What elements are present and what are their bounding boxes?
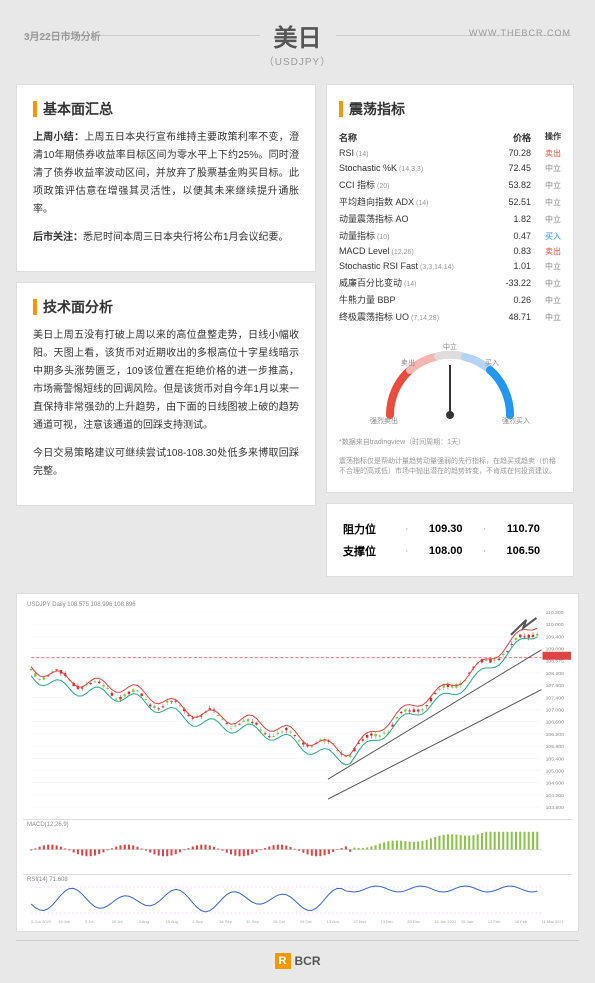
para2-text: 悉尼时间本周三日本央行将公布1月会议纪要。 (83, 232, 289, 243)
fundamental-card: 基本面汇总 上周小结：上周五日本央行宣布维持主要政策利率不变，澄清10年期债券收… (16, 84, 316, 272)
rsi-label: RSI(14) 71.608 (27, 877, 68, 883)
indicator-row: CCI 指标(20)53.82中立 (339, 176, 561, 193)
indicator-row: Stochastic RSI Fast(3,3,14,14)1.01中立 (339, 259, 561, 274)
svg-text:3 Jul: 3 Jul (85, 919, 94, 924)
technical-title: 技术面分析 (43, 297, 113, 317)
svg-text:103.800: 103.800 (546, 805, 565, 811)
col-action: 操作 (531, 131, 561, 144)
gauge-sell-label: 卖出 (401, 358, 415, 367)
svg-text:107.000: 107.000 (546, 707, 565, 713)
header: 3月22日市场分析 美日 （USDJPY） WWW.THEBCR.COM (0, 0, 595, 76)
resist-label: 阻力位 (343, 521, 395, 537)
page-root: 3月22日市场分析 美日 （USDJPY） WWW.THEBCR.COM 基本面… (0, 0, 595, 983)
macd-label: MACD(12,26,9) (27, 822, 69, 828)
svg-text:105.000: 105.000 (546, 768, 565, 774)
tech-para2: 今日交易策略建议可继续尝试108-108.30处低多来博取回踩完整。 (33, 445, 299, 481)
oscillators-title: 震荡指标 (349, 99, 405, 119)
col-price: 价格 (489, 131, 531, 144)
s1: 108.00 (419, 545, 473, 557)
gauge-buy-label: 买入 (485, 359, 499, 367)
indicator-row: 终极震荡指标 UO(7,14,28)48.71中立 (339, 308, 561, 325)
para2-label: 后市关注： (33, 232, 83, 243)
svg-text:107.800: 107.800 (546, 683, 565, 689)
r2: 110.70 (496, 523, 550, 535)
svg-text:105.800: 105.800 (546, 744, 565, 750)
svg-text:26 Feb: 26 Feb (515, 919, 528, 924)
svg-text:107.400: 107.400 (546, 695, 565, 701)
svg-text:15 Oct: 15 Oct (273, 919, 286, 924)
sr-card: 阻力位 · 109.30 · 110.70 支撑位 · 108.00 · 106… (326, 503, 574, 577)
svg-text:108.200: 108.200 (546, 670, 565, 676)
indicator-row: 动量指标(10)0.47买入 (339, 227, 561, 244)
gauge-neutral-label: 中立 (443, 342, 457, 351)
website-url: WWW.THEBCR.COM (469, 28, 571, 38)
technical-card: 技术面分析 美日上周五没有打破上周以来的高位盘整走势，日线小幅收阳。天图上看，该… (16, 282, 316, 506)
main-chart-label: USDJPY Daily 108.575 108.996 108.896 (27, 602, 136, 608)
para1-label: 上周小结： (33, 132, 84, 143)
svg-text:109.000: 109.000 (546, 646, 565, 652)
svg-text:1 Sep: 1 Sep (192, 919, 203, 924)
svg-text:13 Jan 2021: 13 Jan 2021 (434, 919, 457, 924)
gauge-note1: *数据来自tradingview（时间周期：1天） (339, 438, 561, 449)
indicator-row: 平均趋向指数 ADX(14)52.51中立 (339, 193, 561, 210)
oscillators-card: 震荡指标 名称 价格 操作 RSI(14)70.28卖出Stochastic %… (326, 84, 574, 493)
rsi-chart: RSI(14) 71.608 5 Jun 2020 19 Jun 3 Jul 20 J… (23, 875, 572, 925)
svg-text:16 Sep: 16 Sep (219, 919, 233, 924)
content-columns: 基本面汇总 上周小结：上周五日本央行宣布维持主要政策利率不变，澄清10年期债券收… (0, 76, 595, 585)
orange-bar-icon (33, 299, 37, 315)
svg-text:19 Jun: 19 Jun (58, 919, 70, 924)
svg-text:29 Oct: 29 Oct (300, 919, 313, 924)
indicator-row: 动量震荡指标 AO1.82中立 (339, 210, 561, 227)
svg-text:29 Dec: 29 Dec (407, 919, 420, 924)
svg-text:105.400: 105.400 (546, 756, 565, 762)
svg-text:3 Aug: 3 Aug (139, 919, 149, 924)
svg-text:109.400: 109.400 (546, 634, 565, 640)
svg-text:110.200: 110.200 (546, 609, 564, 615)
svg-text:20 Jul: 20 Jul (112, 919, 123, 924)
indicator-row: RSI(14)70.28卖出 (339, 146, 561, 161)
instrument-title: 美日 (274, 18, 322, 53)
orange-bar-icon (339, 101, 343, 117)
svg-text:104.200: 104.200 (546, 792, 565, 798)
gauge-note2: 震荡指标仅是帮助计量趋势动量强弱的先行指标，在趋买或趋卖（价格不合理的高或低）市… (339, 457, 561, 478)
svg-text:30 Sep: 30 Sep (246, 919, 260, 924)
footer: R BCR (0, 945, 595, 983)
main-chart: USDJPY Daily 108.575 108.996 108.896 110… (23, 600, 572, 820)
svg-text:28 Jan: 28 Jan (461, 919, 473, 924)
svg-text:12 Feb: 12 Feb (488, 919, 501, 924)
indicator-row: Stochastic %K(14,3,3)72.45中立 (339, 161, 561, 176)
col-name: 名称 (339, 131, 489, 144)
svg-text:106.600: 106.600 (546, 719, 565, 725)
svg-text:104.600: 104.600 (546, 780, 565, 786)
footer-brand: BCR (295, 954, 321, 968)
tech-para1: 美日上周五没有打破上周以来的高位盘整走势，日线小幅收阳。天图上看，该货币对近期收… (33, 327, 299, 435)
indicator-row: MACD Level(12,26)0.83卖出 (339, 244, 561, 259)
fundamental-title: 基本面汇总 (43, 99, 113, 119)
svg-text:13 Nov: 13 Nov (327, 919, 340, 924)
indicator-row: 牛熊力量 BBP0.26中立 (339, 291, 561, 308)
svg-text:14 Dec: 14 Dec (380, 919, 393, 924)
gauge-strongbuy-label: 强烈买入 (502, 416, 530, 425)
gauge-strongsell-label: 强烈卖出 (370, 416, 398, 425)
svg-text:5 Jun 2020: 5 Jun 2020 (31, 919, 52, 924)
header-date: 3月22日市场分析 (24, 28, 101, 43)
macd-chart: MACD(12,26,9) (23, 820, 572, 875)
indicator-rows: RSI(14)70.28卖出Stochastic %K(14,3,3)72.45… (339, 146, 561, 325)
svg-text:106.200: 106.200 (546, 731, 565, 737)
r1: 109.30 (419, 523, 473, 535)
svg-text:27 Nov: 27 Nov (353, 919, 366, 924)
instrument-subtitle: （USDJPY） (24, 53, 571, 68)
indicator-row: 威廉百分比变动(14)-33.22中立 (339, 274, 561, 291)
svg-text:110.000: 110.000 (546, 622, 564, 628)
chart-card: USDJPY Daily 108.575 108.996 108.896 110… (16, 593, 579, 932)
gauge: 中立 卖出 买入 强烈卖出 强烈买入 (339, 335, 561, 430)
svg-text:11 Mar 2021: 11 Mar 2021 (542, 919, 565, 924)
s2: 106.50 (496, 545, 550, 557)
para1-text: 上周五日本央行宣布维持主要政策利率不变，澄清10年期债券收益率目标区间为零水平上… (33, 132, 299, 215)
svg-text:18 Aug: 18 Aug (165, 919, 178, 924)
support-label: 支撑位 (343, 543, 395, 559)
orange-bar-icon (33, 101, 37, 117)
footer-logo-icon: R (275, 953, 291, 969)
